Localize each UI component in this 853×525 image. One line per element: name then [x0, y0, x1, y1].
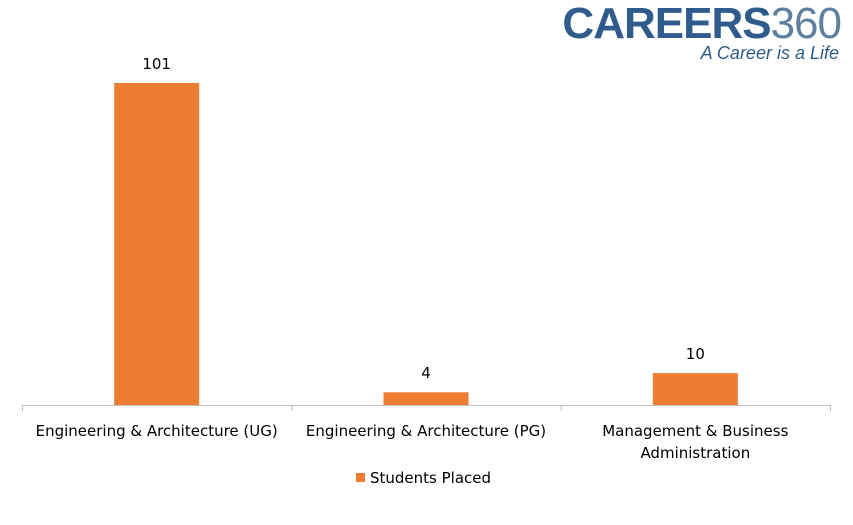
category-label: Management & Business Administration	[602, 422, 788, 462]
bar	[114, 83, 200, 405]
data-label: 4	[421, 364, 431, 382]
category-label-line: Administration	[640, 444, 750, 462]
x-axis	[22, 405, 831, 411]
category-label: Engineering & Architecture (PG)	[306, 422, 546, 440]
category-label-line: Engineering & Architecture (PG)	[306, 422, 546, 440]
category-label: Engineering & Architecture (UG)	[36, 422, 278, 440]
data-label: 101	[142, 55, 171, 73]
logo-brand: CAREERS	[562, 0, 771, 48]
legend-swatch	[356, 473, 365, 482]
logo-tagline: A Career is a Life	[700, 43, 839, 63]
logo-brand-number: 360	[770, 0, 842, 48]
careers360-logo: CAREERS360 A Career is a Life	[562, 0, 842, 63]
bar	[652, 373, 738, 405]
bars-group	[114, 83, 738, 405]
legend-label: Students Placed	[370, 469, 491, 487]
category-label-line: Engineering & Architecture (UG)	[36, 422, 278, 440]
logo-wordmark: CAREERS360	[562, 0, 842, 48]
category-label-line: Management & Business	[602, 422, 788, 440]
bar	[383, 392, 469, 405]
labels-group: 101 Engineering & Architecture (UG) 4 Engin…	[36, 55, 789, 462]
legend: Students Placed	[356, 469, 491, 487]
data-label: 10	[686, 345, 705, 363]
